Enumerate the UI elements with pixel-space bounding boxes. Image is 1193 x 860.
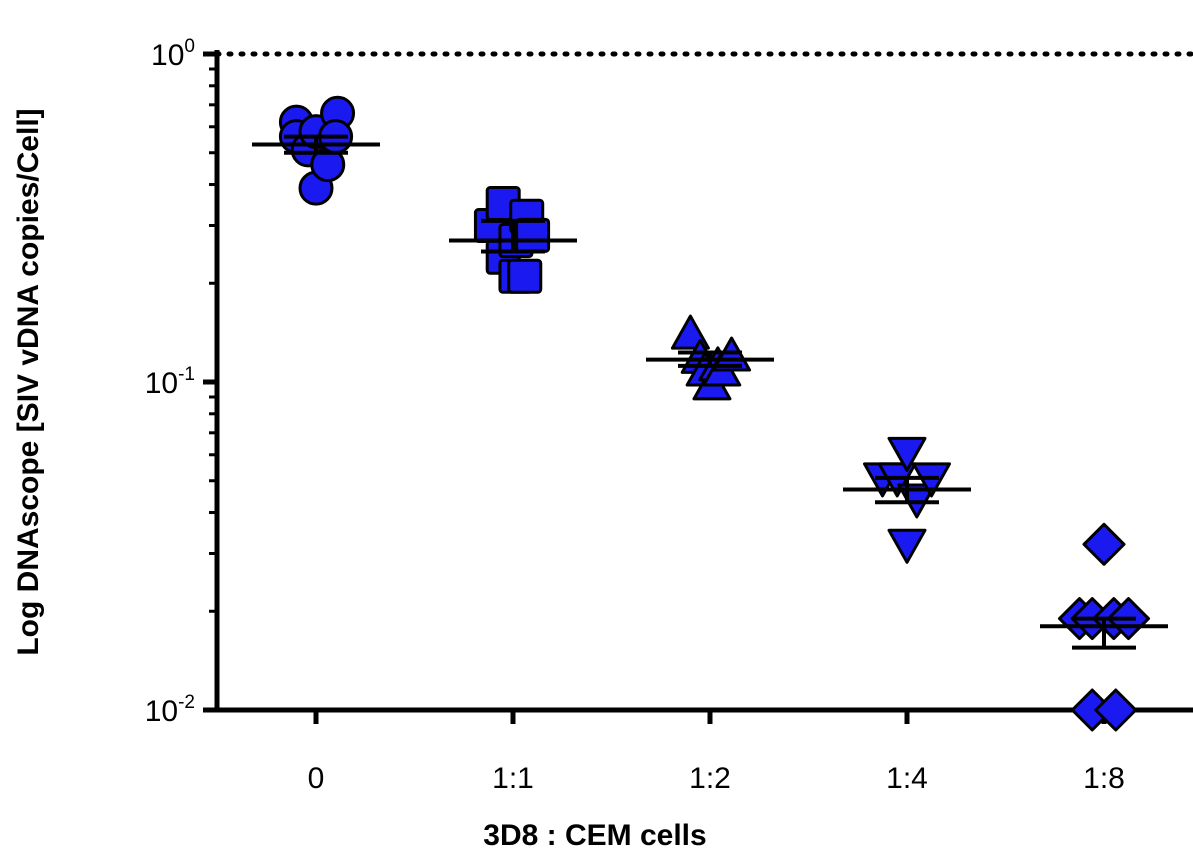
y-tick-label: 100	[151, 36, 195, 72]
y-axis-title: Log DNAscope [SIV vDNA copies/Cell]	[12, 108, 45, 655]
data-point-square	[515, 217, 551, 253]
y-tick-label: 10-2	[145, 692, 195, 728]
x-tick-label: 1:1	[492, 762, 534, 795]
x-tick-label: 1:2	[689, 762, 731, 795]
data-point-triangle-down	[887, 528, 927, 564]
data-points-layer	[278, 95, 1150, 732]
y-tick-base: 10	[145, 695, 178, 728]
x-axis-title: 3D8 : CEM cells	[483, 819, 706, 852]
y-tick-exponent: -2	[178, 692, 195, 713]
y-tick-base: 10	[151, 39, 184, 72]
x-tick-label: 1:4	[886, 762, 928, 795]
x-tick-label: 1:8	[1083, 762, 1125, 795]
y-tick-label: 10-1	[145, 364, 195, 400]
y-tick-exponent: -1	[178, 364, 195, 385]
data-point-diamond	[1094, 688, 1138, 732]
data-point-diamond	[1082, 522, 1126, 566]
summary-stats-layer	[252, 134, 1168, 650]
y-tick-base: 10	[145, 367, 178, 400]
data-point-triangle-down	[887, 436, 927, 472]
y-tick-exponent: 0	[184, 36, 195, 57]
x-tick-label: 0	[308, 762, 325, 795]
axes	[203, 50, 1193, 724]
data-point-square	[507, 258, 543, 294]
